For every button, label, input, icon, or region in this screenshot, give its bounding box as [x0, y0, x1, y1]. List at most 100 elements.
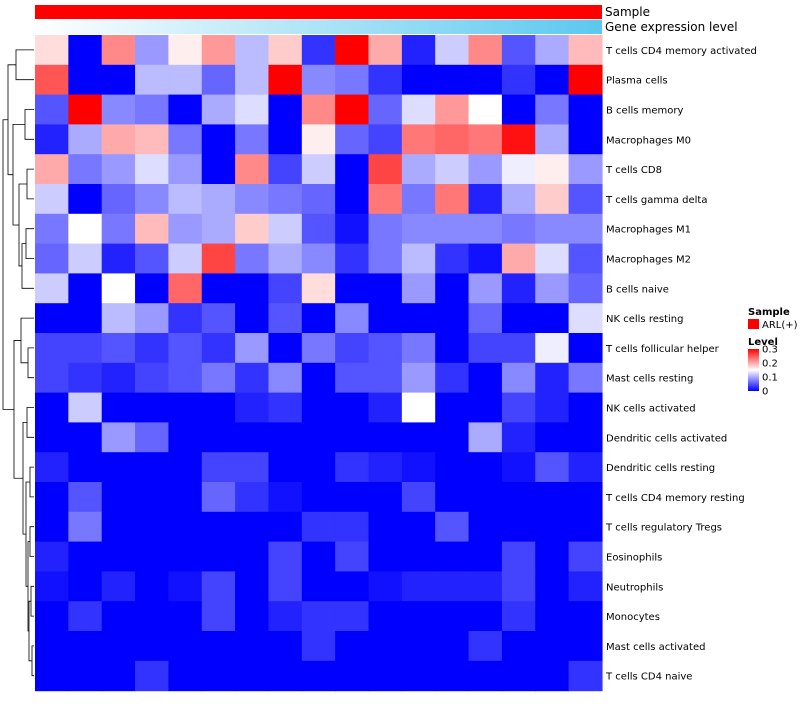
- heatmap-cell: [301, 303, 336, 334]
- heatmap-cell: [168, 541, 203, 572]
- heatmap-cell: [335, 601, 370, 632]
- heatmap-cell: [301, 184, 336, 215]
- heatmap-cell: [101, 184, 136, 215]
- heatmap-cell: [435, 333, 470, 364]
- heatmap-cell: [435, 482, 470, 513]
- heatmap-cell: [168, 184, 203, 215]
- heatmap-cell: [401, 511, 436, 543]
- heatmap-cell: [368, 392, 403, 423]
- sample-annotation-label: Sample: [605, 5, 650, 19]
- heatmap-cell: [468, 511, 503, 543]
- heatmap-cell: [235, 362, 270, 394]
- heatmap-cell: [335, 273, 370, 304]
- heatmap-cell: [501, 64, 536, 96]
- heatmap-cell: [335, 35, 370, 66]
- heatmap-cell: [201, 571, 236, 602]
- heatmap-cell: [101, 541, 136, 572]
- heatmap-cell: [501, 362, 536, 394]
- heatmap-cell: [568, 482, 603, 513]
- heatmap-cell: [401, 452, 436, 483]
- heatmap-cell: [68, 541, 103, 572]
- heatmap-cell: [268, 303, 303, 334]
- heatmap-cell: [368, 243, 403, 274]
- heatmap-cell: [235, 184, 270, 215]
- heatmap-cell: [301, 601, 336, 632]
- heatmap-cell: [168, 94, 203, 125]
- heatmap-cell: [35, 571, 69, 602]
- heatmap-cell: [435, 422, 470, 453]
- heatmap-cell: [301, 482, 336, 513]
- heatmap-cell: [201, 660, 236, 692]
- heatmap-cell: [568, 601, 603, 632]
- heatmap-cell: [435, 511, 470, 543]
- heatmap-cell: [101, 333, 136, 364]
- heatmap-cell: [35, 601, 69, 632]
- heatmap-cell: [535, 243, 570, 274]
- heatmap-cell: [368, 660, 403, 692]
- dendrogram-branch: [29, 526, 34, 557]
- heatmap-cell: [401, 243, 436, 274]
- heatmap-cell: [235, 571, 270, 602]
- heatmap-cell: [68, 631, 103, 662]
- heatmap-cell: [235, 273, 270, 304]
- heatmap-cell: [468, 333, 503, 364]
- heatmap-cell: [268, 154, 303, 185]
- row-label: Neutrophils: [606, 582, 663, 593]
- heatmap-cell: [101, 273, 136, 304]
- dendrogram-branch: [31, 645, 34, 677]
- row-label: Mast cells resting: [606, 374, 693, 385]
- heatmap-cell: [35, 35, 69, 66]
- heatmap-cell: [135, 452, 169, 483]
- heatmap-cell: [201, 601, 236, 632]
- legend-level-title: Level: [748, 337, 778, 348]
- heatmap-cell: [168, 392, 203, 423]
- heatmap-cell: [535, 154, 570, 185]
- heatmap-cell: [168, 601, 203, 632]
- heatmap-cell: [301, 273, 336, 304]
- heatmap-cell: [401, 392, 436, 423]
- heatmap-cell: [68, 452, 103, 483]
- heatmap-cell: [435, 541, 470, 572]
- heatmap-cell: [401, 184, 436, 215]
- heatmap-cell: [568, 303, 603, 334]
- heatmap-cell: [35, 541, 69, 572]
- heatmap-cell: [535, 273, 570, 304]
- heatmap-cell: [335, 452, 370, 483]
- heatmap-cell: [568, 213, 603, 245]
- heatmap-cell: [201, 64, 236, 96]
- heatmap-cell: [268, 273, 303, 304]
- heatmap-cell: [235, 35, 270, 66]
- heatmap-cell: [35, 303, 69, 334]
- heatmap-cell: [68, 303, 103, 334]
- row-label: Plasma cells: [606, 76, 668, 87]
- heatmap-cell: [68, 184, 103, 215]
- heatmap-cell: [135, 213, 169, 245]
- row-label: T cells follicular helper: [605, 344, 720, 355]
- legend-level-tick: 0: [762, 387, 768, 398]
- row-dendrogram: [2, 49, 34, 677]
- gene-expression-annotation-label: Gene expression level: [605, 20, 738, 34]
- heatmap-cell: [501, 35, 536, 66]
- heatmap-cell: [468, 273, 503, 304]
- heatmap-cell: [101, 482, 136, 513]
- heatmap-cell: [468, 660, 503, 692]
- heatmap-cell: [268, 35, 303, 66]
- legend-level-tick: 0.3: [762, 345, 778, 356]
- heatmap-cell: [335, 362, 370, 394]
- heatmap-cell: [168, 482, 203, 513]
- heatmap-cell: [335, 511, 370, 543]
- heatmap-cell: [401, 571, 436, 602]
- heatmap-cell: [268, 64, 303, 96]
- heatmap-cell: [501, 243, 536, 274]
- heatmap-cell: [568, 64, 603, 96]
- heatmap-cell: [368, 124, 403, 155]
- row-label: Macrophages M2: [606, 255, 691, 266]
- heatmap-cell: [35, 422, 69, 453]
- heatmap-cell: [401, 273, 436, 304]
- heatmap-cell: [35, 273, 69, 304]
- heatmap-cell: [101, 243, 136, 274]
- heatmap-cell: [468, 243, 503, 274]
- heatmap-cell: [235, 482, 270, 513]
- heatmap-cell: [468, 571, 503, 602]
- heatmap-cell: [368, 94, 403, 125]
